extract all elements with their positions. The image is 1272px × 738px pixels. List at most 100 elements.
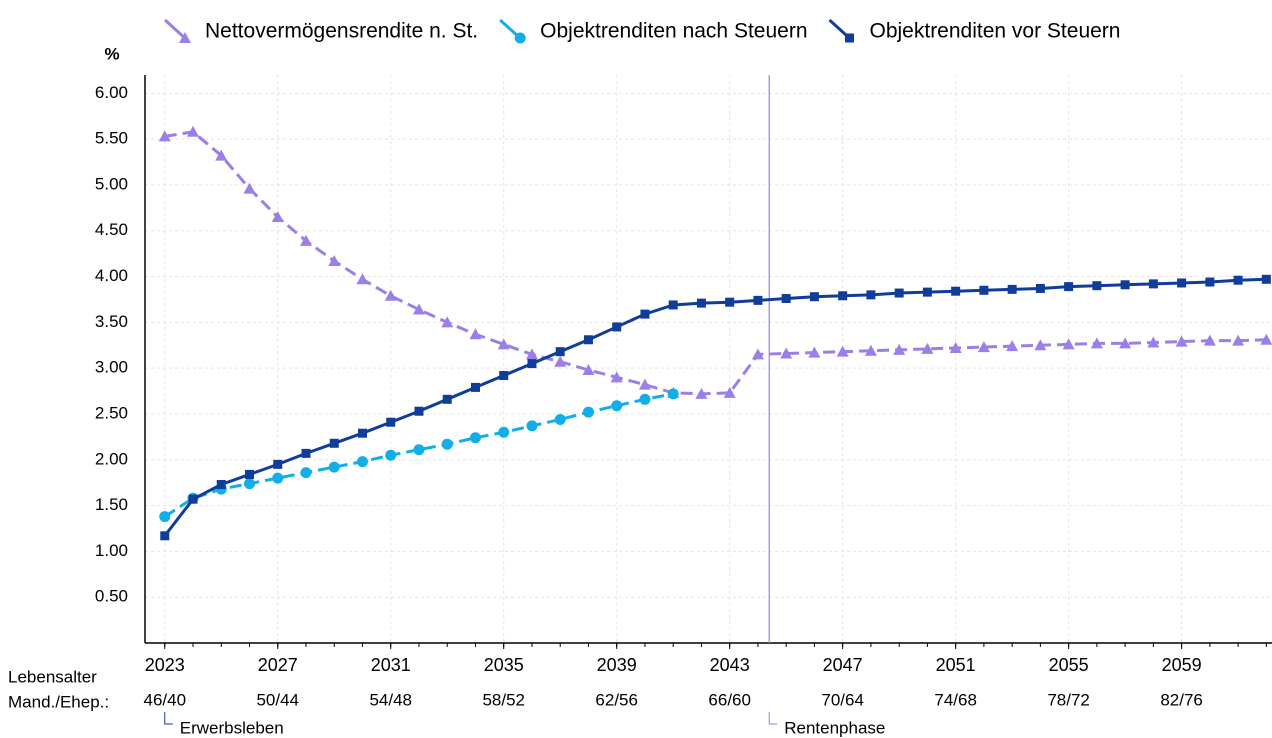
y-tick-label: 3.00	[95, 358, 128, 377]
y-tick-label: 2.50	[95, 403, 128, 422]
marker	[159, 511, 171, 523]
marker	[526, 420, 538, 432]
marker	[922, 287, 932, 297]
marker	[1090, 337, 1103, 349]
marker	[951, 286, 961, 296]
age-label: 82/76	[1160, 690, 1203, 709]
marker	[639, 393, 651, 405]
marker	[921, 342, 934, 354]
marker	[413, 444, 425, 456]
marker	[497, 338, 510, 350]
marker	[301, 448, 311, 458]
marker	[441, 316, 454, 328]
marker	[245, 469, 255, 479]
marker	[866, 290, 876, 300]
marker	[1034, 339, 1047, 351]
legend-label: Nettovermögensrendite n. St.	[205, 20, 478, 43]
x-tick-label: 2047	[823, 655, 863, 675]
marker	[271, 211, 284, 222]
phase-bracket	[164, 712, 173, 725]
marker	[1261, 274, 1271, 284]
marker	[977, 341, 990, 353]
marker	[864, 344, 877, 356]
marker	[894, 288, 904, 298]
marker	[160, 531, 170, 541]
series-line	[163, 277, 1267, 537]
x-tick-label: 2035	[484, 655, 524, 675]
marker	[179, 32, 191, 43]
x-tick-label: 2039	[597, 655, 637, 675]
marker	[753, 295, 763, 305]
marker	[836, 345, 849, 357]
x-tick-label: 2027	[258, 655, 298, 675]
marker	[582, 363, 595, 375]
marker	[640, 309, 650, 319]
marker	[499, 370, 509, 380]
marker	[611, 400, 623, 412]
marker	[441, 438, 453, 450]
marker	[188, 494, 198, 504]
marker	[469, 432, 481, 444]
y-tick-label: 1.50	[95, 495, 128, 514]
age-label: 62/56	[595, 690, 638, 709]
y-tick-label: 3.50	[95, 312, 128, 331]
marker	[1120, 280, 1130, 290]
x-tick-label: 2051	[936, 655, 976, 675]
marker	[725, 297, 735, 307]
marker	[667, 388, 679, 400]
marker	[668, 300, 678, 310]
age-label: 58/52	[482, 690, 525, 709]
marker	[243, 182, 256, 194]
marker	[328, 461, 340, 473]
phase-bracket	[768, 712, 778, 725]
x-tick-label: 2043	[710, 655, 750, 675]
marker	[1064, 282, 1074, 292]
marker	[1177, 278, 1187, 288]
marker	[838, 291, 848, 301]
marker	[357, 428, 367, 438]
phase-label: Rentenphase	[784, 718, 885, 737]
marker	[356, 456, 368, 468]
marker	[1205, 277, 1215, 287]
marker	[215, 149, 228, 161]
y-tick-label: 4.50	[95, 220, 128, 239]
marker	[244, 478, 256, 490]
y-tick-label: 4.00	[95, 266, 128, 285]
marker	[470, 382, 480, 392]
x-tick-label: 2055	[1049, 655, 1089, 675]
marker	[780, 347, 793, 359]
marker	[1232, 334, 1245, 346]
marker	[781, 294, 791, 304]
marker	[1148, 279, 1158, 289]
marker	[187, 125, 200, 137]
y-tick-label: 0.50	[95, 587, 128, 606]
marker	[1233, 275, 1243, 285]
marker	[514, 32, 526, 44]
age-label: 74/68	[934, 690, 977, 709]
marker	[1092, 281, 1102, 291]
marker	[386, 417, 396, 427]
y-tick-label: 2.00	[95, 449, 128, 468]
marker	[893, 343, 906, 355]
marker	[808, 346, 821, 358]
marker	[385, 449, 397, 461]
marker	[272, 472, 284, 484]
legend-label: Objektrenditen nach Steuern	[540, 20, 807, 43]
x-tick-label: 2059	[1162, 655, 1202, 675]
marker	[412, 303, 425, 315]
marker	[1062, 338, 1075, 350]
marker	[695, 387, 708, 399]
marker	[554, 355, 567, 367]
marker	[612, 322, 622, 332]
marker	[845, 33, 854, 43]
marker	[1006, 340, 1019, 352]
marker	[300, 467, 312, 479]
age-label: 54/48	[369, 690, 412, 709]
age-label: 78/72	[1047, 690, 1090, 709]
marker	[442, 394, 452, 404]
age-row-label: Lebensalter	[8, 667, 97, 686]
age-label: 66/60	[708, 690, 751, 709]
marker	[158, 130, 171, 142]
marker	[525, 348, 538, 360]
